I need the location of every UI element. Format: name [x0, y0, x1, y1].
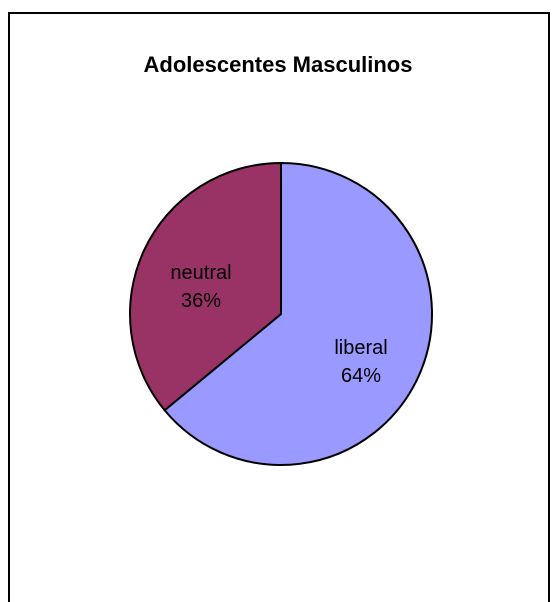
slice-label-neutral: neutral: [170, 262, 231, 284]
slice-percent-liberal: 64%: [341, 365, 381, 387]
pie-chart: liberal 64% neutral 36%: [129, 161, 433, 466]
chart-title: Adolescentes Masculinos: [143, 52, 413, 77]
slice-percent-neutral: 36%: [181, 290, 221, 312]
slice-label-liberal: liberal: [334, 337, 387, 359]
pie-slice-liberal: [163, 161, 433, 466]
pie-slice-neutral: [129, 161, 282, 412]
chart-area: Adolescentes Masculinos liberal 64% neutra…: [8, 12, 550, 602]
